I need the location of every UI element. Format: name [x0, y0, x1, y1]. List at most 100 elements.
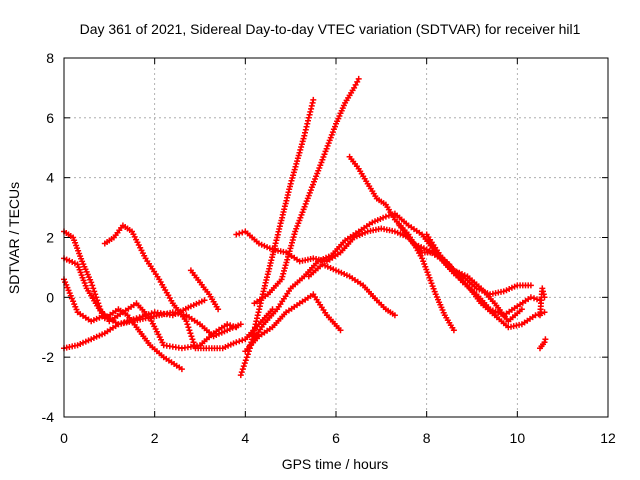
data-point [308, 102, 315, 109]
data-point [425, 272, 432, 278]
data-point [303, 123, 310, 130]
data-point [289, 239, 295, 246]
data-point [294, 223, 301, 229]
data-point [233, 339, 240, 346]
data-point [142, 312, 149, 319]
data-point [540, 288, 546, 295]
data-point [121, 319, 128, 326]
data-point [236, 230, 243, 237]
data-point [285, 251, 292, 257]
data-point [280, 270, 287, 277]
y-tick-label: 0 [46, 289, 54, 305]
data-point [293, 160, 300, 167]
data-point [136, 314, 143, 321]
series-line [63, 230, 237, 349]
data-point [290, 234, 297, 241]
data-point [272, 240, 279, 247]
data-point [287, 180, 294, 187]
data-point [70, 298, 77, 305]
data-point [288, 242, 295, 249]
y-tick-label: 6 [46, 110, 54, 126]
data-point [240, 363, 247, 370]
data-point [184, 321, 191, 328]
data-point [338, 269, 345, 276]
data-point [285, 253, 291, 260]
x-tick-label: 2 [151, 430, 159, 446]
series-arc-14 [396, 222, 548, 331]
data-point [304, 195, 311, 202]
series-arc-9 [251, 75, 362, 307]
data-point [224, 321, 231, 328]
data-point [291, 231, 298, 238]
data-point [527, 294, 534, 301]
data-point [115, 321, 122, 328]
data-point [281, 265, 288, 272]
data-point [299, 209, 306, 216]
data-point [382, 213, 389, 220]
data-point [332, 123, 338, 130]
data-point [313, 173, 320, 180]
data-point [292, 163, 299, 170]
data-point [90, 285, 97, 292]
data-point [294, 155, 301, 162]
series-arc-12 [305, 261, 398, 319]
data-point [133, 315, 140, 322]
data-point [277, 220, 284, 227]
data-point [321, 151, 328, 158]
data-point [534, 296, 540, 303]
data-point [531, 295, 537, 302]
data-point [428, 280, 435, 287]
data-point [298, 144, 305, 150]
data-point [281, 203, 288, 210]
data-point [316, 165, 323, 171]
data-point [299, 138, 306, 145]
y-tick-label: -4 [42, 409, 55, 425]
data-point [250, 330, 257, 337]
data-point [239, 337, 246, 344]
x-tick-labels: 0 2 4 6 8 10 12 [60, 430, 616, 446]
data-point [89, 282, 96, 289]
data-point [148, 310, 155, 317]
data-point [183, 318, 190, 325]
data-point [527, 282, 534, 289]
data-point [324, 263, 331, 270]
x-tick-label: 10 [510, 430, 526, 446]
data-point [238, 369, 245, 376]
data-point [323, 145, 330, 152]
data-point [302, 200, 309, 207]
data-point [233, 324, 240, 331]
data-point [318, 159, 325, 166]
data-point [215, 306, 222, 313]
data-point [290, 169, 297, 176]
series-line [398, 225, 545, 328]
data-point [93, 333, 100, 340]
data-point [64, 284, 71, 291]
x-tick-label: 8 [423, 430, 431, 446]
data-point [93, 315, 100, 322]
data-point [541, 339, 548, 346]
data-point [237, 372, 244, 379]
y-tick-label: 8 [46, 50, 54, 66]
data-point [237, 321, 244, 328]
data-point [326, 137, 333, 144]
data-point [329, 129, 336, 136]
data-point [288, 177, 295, 184]
data-point [305, 117, 311, 124]
data-point [325, 253, 332, 260]
x-axis-label: GPS time / hours [282, 456, 389, 472]
data-point [297, 214, 304, 221]
data-point [518, 306, 525, 313]
data-point [320, 154, 327, 160]
data-point [542, 336, 549, 343]
y-axis-label: SDTVAR / TECUs [6, 182, 22, 294]
data-point [315, 167, 322, 174]
data-point [310, 181, 316, 188]
data-point [290, 172, 297, 179]
data-point [73, 306, 80, 313]
data-point [293, 225, 300, 232]
data-point [296, 149, 303, 156]
data-point [88, 279, 95, 286]
data-point [306, 189, 313, 196]
data-point [283, 259, 290, 266]
